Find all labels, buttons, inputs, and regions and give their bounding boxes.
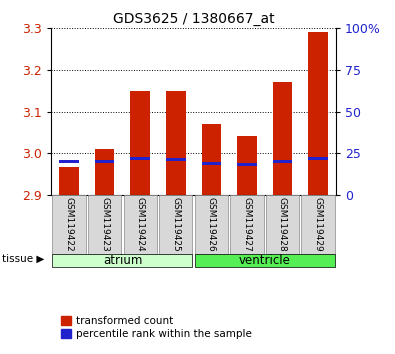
Bar bbox=[273, 160, 292, 163]
Bar bbox=[95, 160, 115, 163]
Bar bbox=[159, 195, 192, 254]
Bar bbox=[59, 160, 79, 163]
Bar bbox=[237, 137, 257, 195]
Legend: transformed count, percentile rank within the sample: transformed count, percentile rank withi… bbox=[56, 312, 256, 343]
Text: GSM119426: GSM119426 bbox=[207, 197, 216, 252]
Text: atrium: atrium bbox=[103, 254, 142, 267]
Title: GDS3625 / 1380667_at: GDS3625 / 1380667_at bbox=[113, 12, 275, 26]
Bar bbox=[124, 195, 157, 254]
Bar bbox=[53, 195, 86, 254]
Text: ventricle: ventricle bbox=[239, 254, 291, 267]
Bar bbox=[88, 195, 121, 254]
Text: GSM119423: GSM119423 bbox=[100, 197, 109, 252]
Bar bbox=[201, 162, 221, 165]
Text: GSM119427: GSM119427 bbox=[243, 197, 251, 252]
Bar bbox=[130, 156, 150, 160]
Text: GSM119422: GSM119422 bbox=[65, 197, 73, 251]
Bar bbox=[308, 156, 328, 160]
Bar bbox=[201, 124, 221, 195]
Bar bbox=[95, 149, 115, 195]
Bar bbox=[53, 254, 192, 267]
Bar bbox=[266, 195, 299, 254]
Bar bbox=[308, 33, 328, 195]
Bar bbox=[230, 195, 263, 254]
Text: GSM119425: GSM119425 bbox=[171, 197, 180, 252]
Text: GSM119424: GSM119424 bbox=[136, 197, 145, 251]
Bar bbox=[195, 254, 335, 267]
Text: GSM119428: GSM119428 bbox=[278, 197, 287, 252]
Bar bbox=[130, 91, 150, 195]
Text: GSM119429: GSM119429 bbox=[314, 197, 322, 252]
Bar bbox=[301, 195, 335, 254]
Bar bbox=[195, 195, 228, 254]
Bar bbox=[166, 158, 186, 161]
Bar bbox=[237, 163, 257, 166]
Bar bbox=[166, 91, 186, 195]
Text: tissue ▶: tissue ▶ bbox=[2, 254, 44, 264]
Bar bbox=[59, 167, 79, 195]
Bar bbox=[273, 82, 292, 195]
